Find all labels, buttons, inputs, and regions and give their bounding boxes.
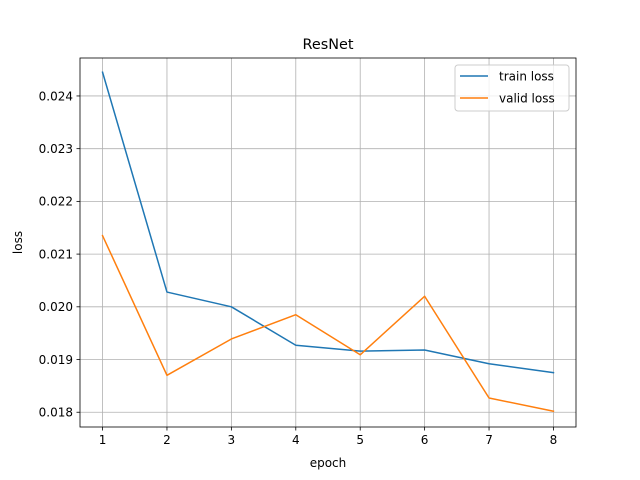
- legend-label: train loss: [499, 69, 554, 83]
- x-tick-label: 4: [292, 433, 300, 447]
- x-tick-label: 8: [550, 433, 558, 447]
- y-axis-ticks: 0.018 0.019 0.020 0.021 0.022 0.023 0.024: [39, 89, 80, 420]
- y-tick-label: 0.019: [39, 353, 73, 367]
- plot-frame: [79, 57, 577, 428]
- y-tick-label: 0.020: [39, 300, 73, 314]
- y-tick-label: 0.024: [39, 89, 73, 103]
- grid: [80, 58, 576, 427]
- x-tick-label: 1: [99, 433, 107, 447]
- y-tick-label: 0.022: [39, 195, 73, 209]
- y-tick-label: 0.018: [39, 406, 73, 420]
- y-axis-label: loss: [11, 231, 25, 254]
- legend: train loss valid loss: [454, 64, 570, 112]
- x-tick-label: 3: [228, 433, 236, 447]
- chart-title: ResNet: [303, 37, 354, 53]
- y-tick-label: 0.023: [39, 142, 73, 156]
- series-line-valid-loss: [101, 234, 555, 413]
- x-axis-label: epoch: [310, 456, 347, 470]
- y-tick-label: 0.021: [39, 247, 73, 261]
- series-line-train-loss: [101, 71, 555, 374]
- x-tick-label: 5: [356, 433, 364, 447]
- x-axis-ticks: 1 2 3 4 5 6 7 8: [99, 427, 558, 447]
- legend-label: valid loss: [499, 91, 555, 105]
- x-tick-label: 7: [485, 433, 493, 447]
- x-tick-label: 2: [163, 433, 171, 447]
- series-lines: [101, 71, 555, 413]
- x-tick-label: 6: [421, 433, 429, 447]
